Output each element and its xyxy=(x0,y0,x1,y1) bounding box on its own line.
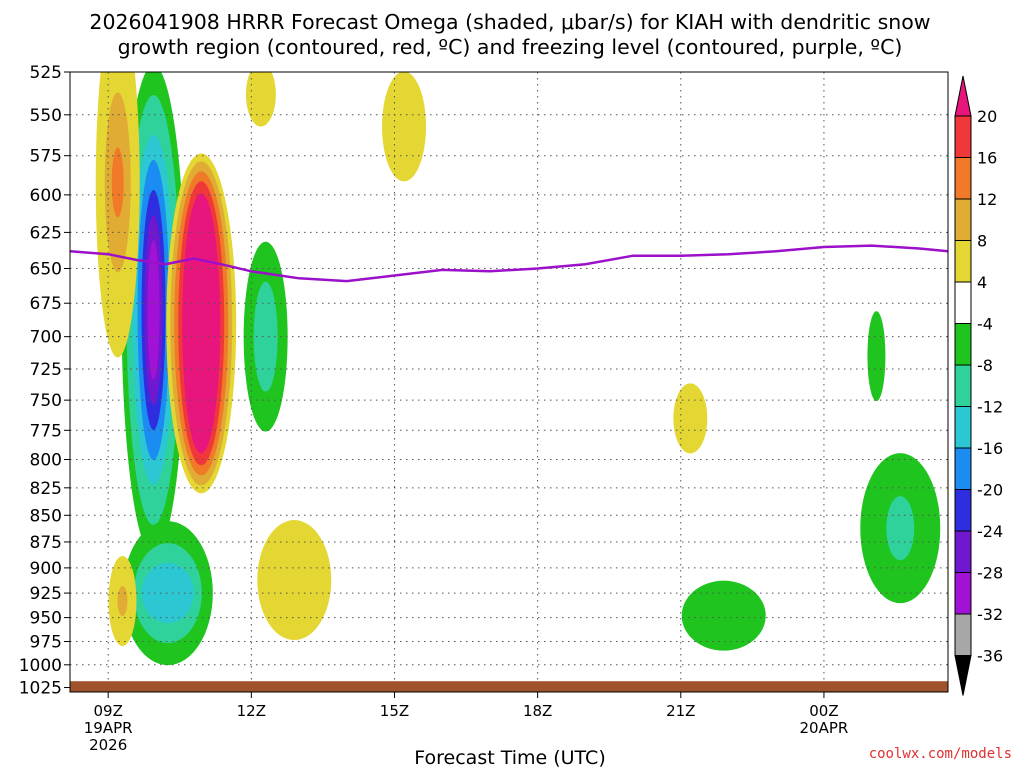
x-tick-label-12Z: 12Z xyxy=(237,702,266,720)
omega-field xyxy=(95,72,941,666)
chart-title-line2: growth region (contoured, red, ºC) and f… xyxy=(118,35,903,59)
x-tick-date-09Z: 19APR xyxy=(84,719,133,737)
credit-text: coolwx.com/models xyxy=(869,746,1012,762)
x-tick-label-18Z: 18Z xyxy=(523,702,552,720)
freezing-level-line xyxy=(69,244,949,283)
omega-contour-5-2 xyxy=(111,147,124,218)
x-tick-label-00Z: 00Z xyxy=(809,702,838,720)
omega-contour-11-1 xyxy=(886,496,915,561)
colorbar-label-9: -20 xyxy=(977,481,1003,500)
plot-border xyxy=(69,71,949,693)
y-tick-label-700: 700 xyxy=(30,328,62,348)
omega-contour-8-0 xyxy=(245,72,276,127)
y-tick-label-850: 850 xyxy=(30,506,62,526)
chart-title-line1: 2026041908 HRRR Forecast Omega (shaded, … xyxy=(89,10,930,34)
y-tick-label-900: 900 xyxy=(30,559,62,579)
y-tick-label-925: 925 xyxy=(30,584,62,604)
x-tick-label-15Z: 15Z xyxy=(380,702,409,720)
colorbar-label-8: -16 xyxy=(977,439,1003,458)
colorbar-bin-3 xyxy=(954,198,972,241)
ground-strip xyxy=(70,681,948,692)
omega-contour-3-2 xyxy=(141,563,194,624)
y-tick-label-800: 800 xyxy=(30,451,62,471)
x-tick-year-09Z: 2026 xyxy=(89,736,127,754)
colorbar-bin-9 xyxy=(954,447,972,490)
y-tick-label-1025: 1025 xyxy=(19,679,62,699)
colorbar-bin-12 xyxy=(954,572,972,615)
colorbar-bin-10 xyxy=(954,489,972,532)
colorbar-bin-7 xyxy=(954,364,972,407)
x-tick-label-09Z: 09Z xyxy=(93,702,122,720)
colorbar-label-12: -32 xyxy=(977,605,1003,624)
colorbar-label-1: 16 xyxy=(977,149,997,168)
omega-contour-4-0 xyxy=(257,520,332,641)
colorbar-bin-2 xyxy=(954,157,972,200)
colorbar-bin-1 xyxy=(954,115,972,158)
x-axis-label: Forecast Time (UTC) xyxy=(414,747,605,768)
colorbar-label-5: -4 xyxy=(977,315,993,334)
y-tick-label-825: 825 xyxy=(30,479,62,499)
colorbar-bin-11 xyxy=(954,530,972,573)
colorbar-label-7: -12 xyxy=(977,398,1003,417)
colorbar-bin-8 xyxy=(954,406,972,449)
y-tick-label-675: 675 xyxy=(30,294,62,314)
colorbar-label-2: 12 xyxy=(977,190,997,209)
omega-contour-6-1 xyxy=(117,586,128,617)
x-tick-label-21Z: 21Z xyxy=(666,702,695,720)
y-tick-label-525: 525 xyxy=(30,63,62,83)
y-tick-label-975: 975 xyxy=(30,633,62,653)
colorbar-bin-5 xyxy=(954,281,972,324)
y-tick-label-875: 875 xyxy=(30,533,62,553)
omega-contour-9-0 xyxy=(673,383,708,454)
colorbar-label-3: 8 xyxy=(977,232,987,251)
colorbar-bin-0 xyxy=(954,75,972,117)
colorbar-bin-13 xyxy=(954,613,972,656)
omega-contour-12-0 xyxy=(867,311,886,402)
colorbar xyxy=(954,75,972,696)
colorbar-label-13: -36 xyxy=(977,647,1003,666)
colorbar-label-11: -28 xyxy=(977,564,1003,583)
colorbar-label-6: -8 xyxy=(977,356,993,375)
y-tick-label-575: 575 xyxy=(30,147,62,167)
omega-contour-2-1 xyxy=(253,281,278,392)
colorbar-bin-6 xyxy=(954,323,972,366)
omega-contour-0-6 xyxy=(147,239,160,380)
y-tick-label-550: 550 xyxy=(30,106,62,126)
y-tick-label-950: 950 xyxy=(30,609,62,629)
y-tick-label-775: 775 xyxy=(30,421,62,441)
y-tick-label-600: 600 xyxy=(30,186,62,206)
y-tick-label-725: 725 xyxy=(30,360,62,380)
colorbar-bin-4 xyxy=(954,240,972,283)
colorbar-label-4: 4 xyxy=(977,273,987,292)
colorbar-bin-14 xyxy=(954,655,972,696)
y-tick-label-750: 750 xyxy=(30,391,62,411)
y-tick-label-625: 625 xyxy=(30,223,62,243)
y-tick-label-650: 650 xyxy=(30,259,62,279)
y-tick-label-1000: 1000 xyxy=(19,656,62,676)
colorbar-label-0: 20 xyxy=(977,107,997,126)
x-tick-date-00Z: 20APR xyxy=(800,719,849,737)
colorbar-label-10: -24 xyxy=(977,522,1003,541)
omega-contour-10-0 xyxy=(681,580,766,651)
omega-contour-7-0 xyxy=(382,72,427,182)
